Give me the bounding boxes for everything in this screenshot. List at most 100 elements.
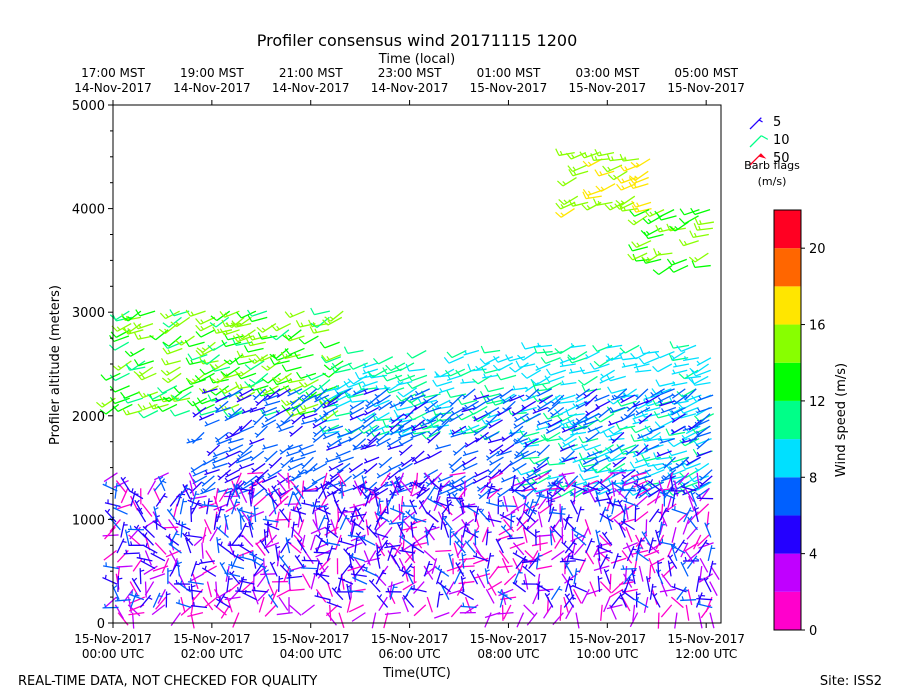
wind-barb-half-barb bbox=[162, 480, 167, 484]
wind-barb-half-barb bbox=[294, 491, 299, 496]
wind-barb bbox=[313, 570, 330, 578]
wind-barb-staff bbox=[572, 444, 589, 451]
wind-barb bbox=[513, 419, 528, 429]
wind-barb-staff bbox=[241, 310, 257, 319]
wind-barb bbox=[277, 472, 291, 484]
wind-barb bbox=[131, 612, 135, 629]
wind-barb-half-barb bbox=[646, 256, 651, 261]
wind-barb bbox=[190, 561, 200, 577]
wind-barb bbox=[324, 310, 344, 322]
wind-barb bbox=[264, 400, 281, 407]
wind-barb bbox=[553, 480, 561, 496]
wind-barb-half-barb bbox=[200, 481, 205, 485]
wind-barb-half-barb bbox=[461, 394, 466, 398]
wind-barb bbox=[284, 310, 305, 319]
wind-barb-half-barb bbox=[575, 393, 580, 397]
wind-barb-half-barb bbox=[549, 412, 554, 416]
wind-barb-staff bbox=[218, 487, 229, 503]
wind-barb-staff bbox=[364, 491, 372, 507]
wind-barb-staff bbox=[202, 596, 214, 611]
wind-barb-full-barb bbox=[186, 400, 194, 407]
wind-barb-half-barb bbox=[214, 406, 219, 410]
wind-barb bbox=[400, 501, 417, 508]
wind-barb-staff bbox=[326, 581, 334, 597]
wind-barb-staff bbox=[346, 596, 352, 613]
wind-barb-full-barb bbox=[639, 346, 644, 354]
wind-barb-half-barb bbox=[613, 394, 618, 398]
wind-barb-half-barb bbox=[239, 485, 244, 490]
wind-barb-half-barb bbox=[348, 436, 353, 440]
wind-barb-half-barb bbox=[364, 458, 368, 463]
wind-barb-full-barb bbox=[298, 403, 304, 411]
wind-barb-full-barb bbox=[232, 321, 239, 328]
wind-barb-half-barb bbox=[367, 438, 372, 442]
wind-barb-staff bbox=[161, 557, 170, 574]
wind-barb-half-barb bbox=[459, 485, 464, 489]
wind-barb-staff bbox=[522, 351, 537, 361]
wind-barb-staff bbox=[185, 534, 202, 539]
wind-barb-staff bbox=[300, 567, 317, 570]
wind-barb-full-barb bbox=[678, 217, 686, 225]
wind-barb-staff bbox=[611, 450, 626, 461]
wind-barb-staff bbox=[297, 519, 305, 535]
wind-barb bbox=[683, 355, 699, 362]
wind-barb bbox=[597, 558, 603, 575]
wind-barb-staff bbox=[474, 529, 477, 546]
wind-barb-half-barb bbox=[587, 427, 592, 432]
wind-barb-half-barb bbox=[269, 492, 274, 497]
wind-barb bbox=[616, 183, 637, 191]
wind-barb-full-barb bbox=[348, 394, 353, 403]
wind-barb bbox=[464, 400, 479, 411]
wind-barb-staff bbox=[598, 487, 614, 496]
wind-barb-half-barb bbox=[178, 520, 181, 525]
wind-barb-half-barb bbox=[474, 471, 478, 476]
wind-barb-staff bbox=[427, 450, 442, 460]
wind-barb-full-barb bbox=[676, 345, 682, 352]
wind-barb-half-barb bbox=[657, 250, 661, 256]
wind-barb-staff bbox=[102, 534, 119, 537]
wind-barb-half-barb bbox=[228, 438, 232, 443]
wind-barb-half-barb bbox=[694, 257, 699, 261]
wind-barb-staff bbox=[251, 462, 266, 474]
wind-barb-half-barb bbox=[449, 553, 454, 557]
wind-barb-full-barb bbox=[480, 345, 485, 354]
wind-barb-half-barb bbox=[336, 391, 341, 396]
wind-barb bbox=[395, 374, 416, 382]
wind-barb bbox=[350, 518, 365, 531]
wind-barb-staff bbox=[659, 350, 675, 359]
wind-barb bbox=[427, 450, 442, 460]
wind-barb-staff bbox=[276, 495, 289, 508]
wind-barb-half-barb bbox=[621, 185, 625, 190]
wind-barb bbox=[212, 450, 229, 458]
wind-barb-half-barb bbox=[439, 580, 443, 585]
wind-barb-staff bbox=[297, 354, 314, 360]
wind-barb-staff bbox=[270, 589, 278, 605]
wind-barb bbox=[218, 385, 239, 394]
wind-barb-staff bbox=[680, 413, 697, 419]
wind-barb-staff bbox=[380, 472, 391, 487]
wind-barb-staff bbox=[120, 488, 129, 504]
wind-barb-half-barb bbox=[224, 388, 228, 393]
wind-barb bbox=[383, 612, 389, 629]
wind-barb bbox=[300, 563, 317, 570]
wind-barb-half-barb bbox=[448, 463, 453, 467]
wind-barb-staff bbox=[603, 596, 611, 613]
wind-barb-half-barb bbox=[645, 230, 650, 235]
wind-barb bbox=[482, 373, 499, 379]
wind-barb-staff bbox=[536, 565, 553, 570]
wind-barb-half-barb bbox=[698, 395, 702, 400]
wind-barb-staff bbox=[581, 589, 590, 604]
wind-barb-half-barb bbox=[153, 404, 157, 409]
wind-barb-full-barb bbox=[100, 374, 107, 381]
wind-barb bbox=[621, 469, 636, 480]
wind-barb-staff bbox=[510, 503, 525, 514]
wind-barb-half-barb bbox=[301, 397, 306, 402]
wind-barb-staff bbox=[645, 456, 661, 462]
wind-barb bbox=[448, 588, 465, 595]
wind-barb-staff bbox=[632, 604, 636, 621]
wind-barb-staff bbox=[629, 612, 639, 628]
wind-barb-full-barb bbox=[169, 409, 176, 417]
wind-barb bbox=[634, 456, 651, 464]
wind-barb-half-barb bbox=[154, 518, 158, 523]
wind-barb-staff bbox=[391, 511, 404, 524]
